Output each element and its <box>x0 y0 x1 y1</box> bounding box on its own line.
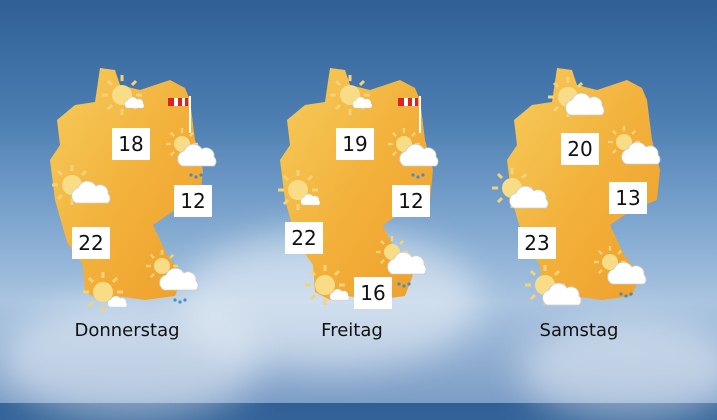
sun-cloud-icon <box>276 168 321 212</box>
wind-flag-icon <box>168 96 191 133</box>
sun-cloud-icon <box>100 73 145 117</box>
day-label-saturday: Samstag <box>539 320 619 341</box>
temperature-southwest: 22 <box>285 222 323 254</box>
sun-cloud-icon <box>546 75 605 119</box>
sun-cloud-icon <box>303 263 350 307</box>
sun-cloud-rain-icon <box>144 248 199 304</box>
temperature-east: 12 <box>392 185 430 217</box>
wind-flag-icon <box>398 96 421 133</box>
sun-cloud-icon <box>328 73 373 117</box>
sun-cloud-rain-icon <box>386 126 439 179</box>
temperature-north: 19 <box>336 128 374 160</box>
temperature-north: 20 <box>561 133 599 165</box>
sun-overcast-icon <box>606 124 661 165</box>
sun-cloud-rain-icon <box>592 244 647 298</box>
temperature-east: 12 <box>174 185 212 217</box>
temperature-east: 13 <box>609 182 647 214</box>
temperature-southeast: 16 <box>354 277 392 309</box>
weather-icons-layer <box>50 73 661 314</box>
day-label-friday: Freitag <box>321 320 383 341</box>
temperature-north: 18 <box>112 128 150 160</box>
sun-cloud-icon <box>490 166 549 210</box>
temperature-southwest: 23 <box>518 227 556 259</box>
temperature-southwest: 22 <box>72 227 110 259</box>
sun-cloud-icon <box>523 263 582 307</box>
sun-cloud-rain-icon <box>164 126 217 179</box>
day-label-thursday: Donnerstag <box>74 320 180 341</box>
sun-cloud-icon <box>50 163 111 207</box>
sun-cloud-icon <box>81 270 128 314</box>
background-cloud <box>0 300 260 420</box>
